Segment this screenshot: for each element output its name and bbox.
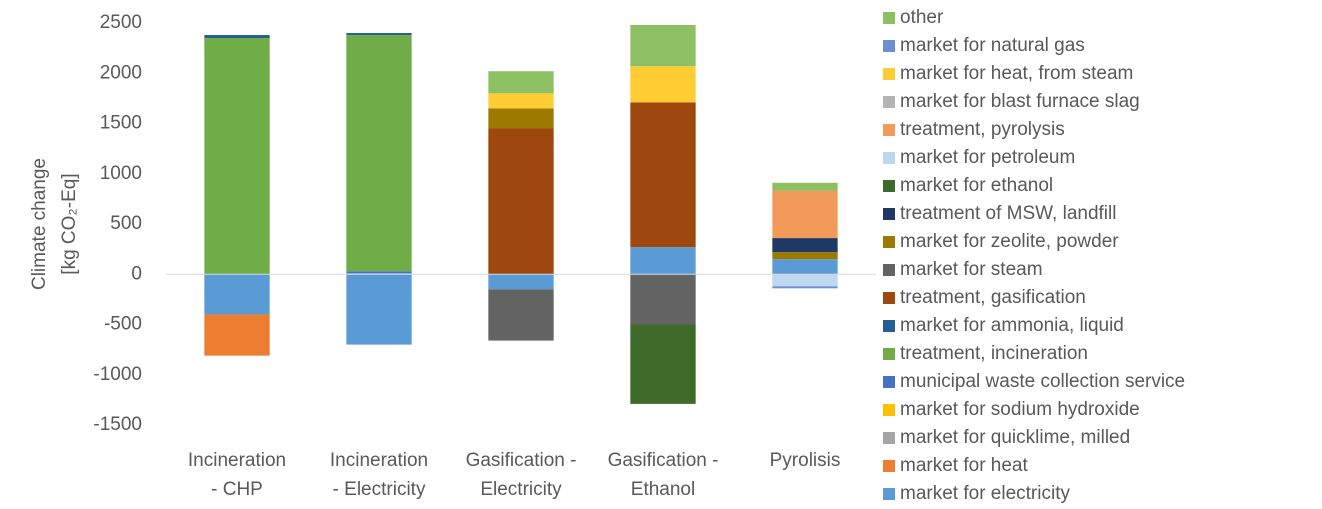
bar-segment [488, 108, 554, 129]
y-tick-label: -1500 [93, 414, 142, 435]
legend-swatch [883, 320, 895, 332]
bar-segment [204, 314, 270, 356]
y-tick-label: -500 [104, 314, 142, 335]
bar-segment [772, 274, 838, 287]
bar-segment [488, 71, 554, 94]
bar-segment [630, 324, 696, 404]
bar-segment [772, 259, 838, 275]
legend-swatch [883, 96, 895, 108]
bar-segment [204, 35, 270, 39]
legend-label: treatment of MSW, landfill [900, 203, 1116, 224]
bar-segment [630, 247, 696, 275]
x-tick-label: Incineration - Electricity [329, 450, 429, 500]
legend-swatch [883, 208, 895, 220]
bar-segment [772, 238, 838, 253]
legend-label: market for heat [900, 455, 1028, 476]
bar-segment [630, 274, 696, 325]
legend-swatch [883, 348, 895, 360]
legend-label: municipal waste collection service [900, 371, 1185, 392]
legend-swatch [883, 236, 895, 248]
bar-segment [346, 271, 412, 274]
x-tick-label: Incineration - CHP [187, 450, 287, 500]
bar-segment [346, 274, 412, 345]
legend-label: market for electricity [900, 483, 1070, 504]
legend-label: market for zeolite, powder [900, 231, 1119, 252]
legend-label: market for ammonia, liquid [900, 315, 1124, 336]
bar-segment [204, 274, 270, 315]
legend-label: treatment, incineration [900, 343, 1088, 364]
legend-label: treatment, pyrolysis [900, 119, 1065, 140]
y-tick-label: -1000 [93, 364, 142, 385]
legend-swatch [883, 68, 895, 80]
y-tick-label: 0 [131, 263, 142, 284]
bar-segment [772, 286, 838, 289]
bar-segment [772, 252, 838, 260]
bar-segment [346, 35, 412, 272]
legend-swatch [883, 124, 895, 136]
bar-segment [630, 66, 696, 103]
y-tick-label: 500 [110, 213, 142, 234]
legend-label: market for ethanol [900, 175, 1053, 196]
legend-label: market for petroleum [900, 147, 1075, 168]
bar-segment [488, 274, 554, 290]
y-tick-label: 1000 [100, 163, 142, 184]
legend-swatch [883, 376, 895, 388]
bar-segment [630, 102, 696, 248]
bar-segment [488, 128, 554, 275]
bar-segment [346, 33, 412, 36]
legend-swatch [883, 488, 895, 500]
y-tick-label: 2500 [100, 12, 142, 33]
legend-label: market for steam [900, 259, 1043, 280]
legend-swatch [883, 180, 895, 192]
bar-segment [346, 273, 412, 275]
legend-swatch [883, 432, 895, 444]
bar-segment [772, 190, 838, 239]
legend-label: other [900, 7, 944, 28]
legend-swatch [883, 12, 895, 24]
legend-swatch [883, 40, 895, 52]
bar-segment [772, 182, 838, 191]
y-tick-label: 1500 [100, 113, 142, 134]
x-tick-label: Gasification - Ethanol [607, 450, 719, 500]
y-tick-label: 2000 [100, 62, 142, 83]
legend-swatch [883, 404, 895, 416]
y-axis-label: [kg CO₂-Eq] [59, 173, 80, 274]
legend-swatch [883, 152, 895, 164]
x-tick-label: Pyrolisis [769, 450, 841, 471]
legend-swatch [883, 292, 895, 304]
y-axis-label: Climate change [29, 158, 50, 290]
legend-label: market for heat, from steam [900, 63, 1133, 84]
legend-label: market for natural gas [900, 35, 1085, 56]
bar-segment [488, 93, 554, 109]
legend-swatch [883, 460, 895, 472]
bar-segment [488, 289, 554, 341]
bar-segment [204, 38, 270, 275]
x-tick-label: Gasification - Electricity [465, 450, 577, 500]
legend-label: market for sodium hydroxide [900, 399, 1140, 420]
legend-label: treatment, gasification [900, 287, 1086, 308]
bar-segment [630, 25, 696, 67]
legend-label: market for blast furnace slag [900, 91, 1140, 112]
legend-swatch [883, 264, 895, 276]
legend-label: market for quicklime, milled [900, 427, 1130, 448]
